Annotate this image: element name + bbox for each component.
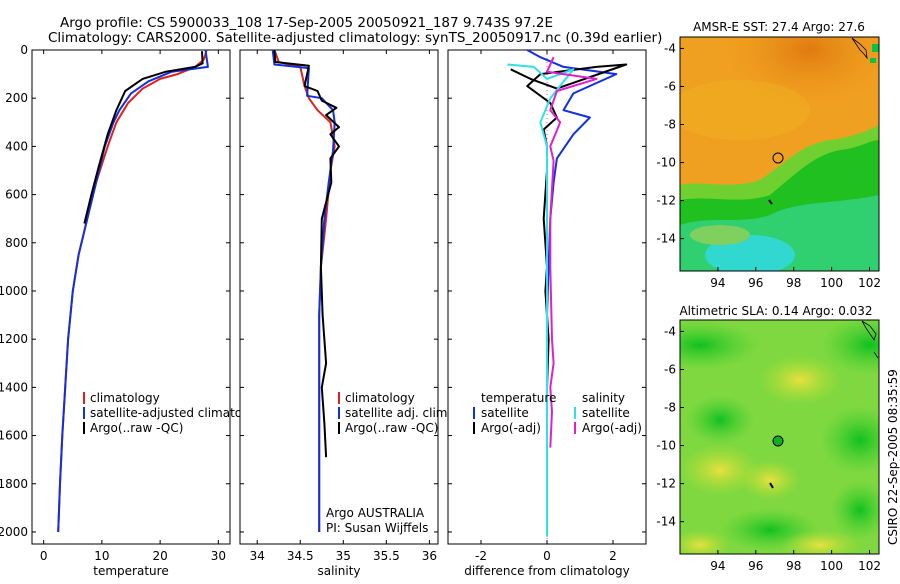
sst-map-ytick-label: -12 — [656, 194, 676, 208]
sst-map-ytick-label: -10 — [656, 156, 676, 170]
depth-tick-label: 800 — [5, 236, 28, 250]
sla-map-title: Altimetric SLA: 0.14 Argo: 0.032 — [679, 304, 872, 318]
sla-map-ytick-label: -12 — [656, 477, 676, 491]
legend-label-sat-adj: satellite adj. clim. — [345, 406, 451, 420]
sla-map-xtick-label: 94 — [710, 559, 725, 573]
difference-series-2 — [507, 63, 575, 537]
legend-label-argo: Argo(..raw -QC) — [345, 421, 438, 435]
salinity-series-1 — [271, 49, 336, 532]
legend-label-climatology: climatology — [90, 391, 160, 405]
sst-map-xtick-label: 96 — [748, 276, 763, 290]
legend-label-sat-adj: satellite-adjusted climatology — [90, 406, 268, 420]
difference-series-1 — [510, 63, 628, 460]
sst-map-xtick-label: 94 — [710, 276, 725, 290]
sla-map-ytick-label: -8 — [664, 401, 676, 415]
sla-argo-track — [769, 482, 774, 489]
sst-map-title: AMSR-E SST: 27.4 Argo: 27.6 — [693, 20, 865, 34]
salinity-frame — [239, 49, 439, 545]
panel-sla-map: Altimetric SLA: 0.14 Argo: 0.032 94 96 98 1… — [656, 304, 881, 573]
sst-map-xtick-label: 100 — [820, 276, 843, 290]
legend-header-temperature: temperature — [481, 391, 556, 405]
annotation-pi: PI: Susan Wijffels — [326, 521, 428, 535]
panel-salinity: 34 34.5 35 35.5 36 salinity climatology sate… — [239, 49, 451, 578]
temperature-xtick-label: 30 — [211, 549, 226, 563]
sst-argo-track — [768, 199, 773, 205]
legend-label-argo: Argo(..raw -QC) — [90, 421, 183, 435]
sst-map-ytick-label: -8 — [664, 118, 676, 132]
difference-xtick-label: -2 — [475, 549, 487, 563]
title-line2: Climatology: CARS2000. Satellite-adjuste… — [48, 30, 662, 46]
temperature-xtick-label: 20 — [152, 549, 167, 563]
depth-tick-label: 1800 — [0, 477, 28, 491]
salinity-xtick-label: 34 — [250, 549, 265, 563]
legend-label-sal-argo: Argo(-adj) — [582, 421, 642, 435]
sla-heatmap — [680, 320, 879, 554]
depth-tick-label: 2000 — [0, 525, 28, 539]
sst-argo-marker — [772, 152, 784, 164]
temperature-xtick-label: 10 — [94, 549, 109, 563]
depth-tick-label: 1600 — [0, 429, 28, 443]
depth-tick-label: 600 — [5, 188, 28, 202]
difference-series-3 — [546, 56, 598, 448]
sst-map-ytick-label: -14 — [656, 232, 676, 246]
difference-xtick-label: 0 — [543, 549, 551, 563]
sla-map-ytick-label: -10 — [656, 439, 676, 453]
title-line1: Argo profile: CS 5900033_108 17-Sep-2005… — [60, 15, 553, 31]
sla-map-ytick-label: -6 — [664, 362, 676, 376]
sst-map-ytick-label: -6 — [664, 79, 676, 93]
sla-map-ytick-label: -14 — [656, 515, 676, 529]
salinity-legend: climatology satellite adj. clim. Argo(..… — [338, 391, 451, 435]
legend-label-temp-argo: Argo(-adj) — [481, 421, 541, 435]
temperature-xtick-label: 0 — [40, 549, 48, 563]
depth-tick-label: 400 — [5, 139, 28, 153]
salinity-xtick-label: 36 — [422, 549, 437, 563]
sst-heatmap — [680, 37, 879, 271]
temperature-legend: climatology satellite-adjusted climatolo… — [83, 391, 268, 435]
temperature-xlabel: temperature — [93, 564, 168, 578]
difference-xtick-label: 2 — [609, 549, 617, 563]
sst-map-xtick-label: 102 — [858, 276, 881, 290]
annotation-argo-australia: Argo AUSTRALIA — [326, 506, 425, 520]
temperature-frame — [31, 49, 231, 545]
depth-tick-label: 1200 — [0, 332, 28, 346]
salinity-series-2 — [273, 49, 340, 458]
difference-legend: temperature satellite Argo(-adj) salinit… — [473, 391, 642, 435]
salinity-xlabel: salinity — [317, 564, 360, 578]
sla-map-xtick-label: 100 — [820, 559, 843, 573]
depth-tick-label: 0 — [20, 43, 28, 57]
sst-map-xtick-label: 98 — [786, 276, 801, 290]
salinity-xtick-label: 34.5 — [287, 549, 314, 563]
sst-map-frame — [679, 36, 880, 272]
salinity-xtick-label: 35 — [336, 549, 351, 563]
depth-tick-label: 200 — [5, 91, 28, 105]
sst-map-ytick-label: -4 — [664, 41, 676, 55]
sla-coastline — [861, 320, 879, 359]
panel-sst-map: AMSR-E SST: 27.4 Argo: 27.6 94 96 98 100 102… — [656, 20, 881, 290]
sst-coastline — [851, 37, 868, 60]
panel-temperature: 0 10 20 30 0 200 400 600 800 1000 1200 1400 1600 1800… — [0, 43, 268, 578]
sla-map-ytick-label: -4 — [664, 324, 676, 338]
legend-label-climatology: climatology — [345, 391, 415, 405]
difference-xlabel: difference from climatology — [464, 564, 630, 578]
temperature-series-2 — [83, 51, 204, 224]
sla-argo-marker — [772, 435, 784, 447]
credit-stamp: CSIRO 22-Sep-2005 08:35:59 — [886, 369, 900, 545]
legend-label-temp-sat: satellite — [481, 406, 529, 420]
depth-tick-label: 1400 — [0, 380, 28, 394]
sla-map-frame — [679, 319, 880, 555]
legend-header-salinity: salinity — [582, 391, 625, 405]
salinity-xtick-label: 35.5 — [373, 549, 400, 563]
panel-difference: -2 0 2 difference from climatology tempera… — [447, 49, 647, 578]
legend-label-sal-sat: satellite — [582, 406, 630, 420]
sla-map-xtick-label: 98 — [786, 559, 801, 573]
temperature-series-1 — [57, 49, 209, 533]
sla-map-xtick-label: 96 — [748, 559, 763, 573]
sla-map-xtick-label: 102 — [858, 559, 881, 573]
depth-tick-label: 1000 — [0, 284, 28, 298]
